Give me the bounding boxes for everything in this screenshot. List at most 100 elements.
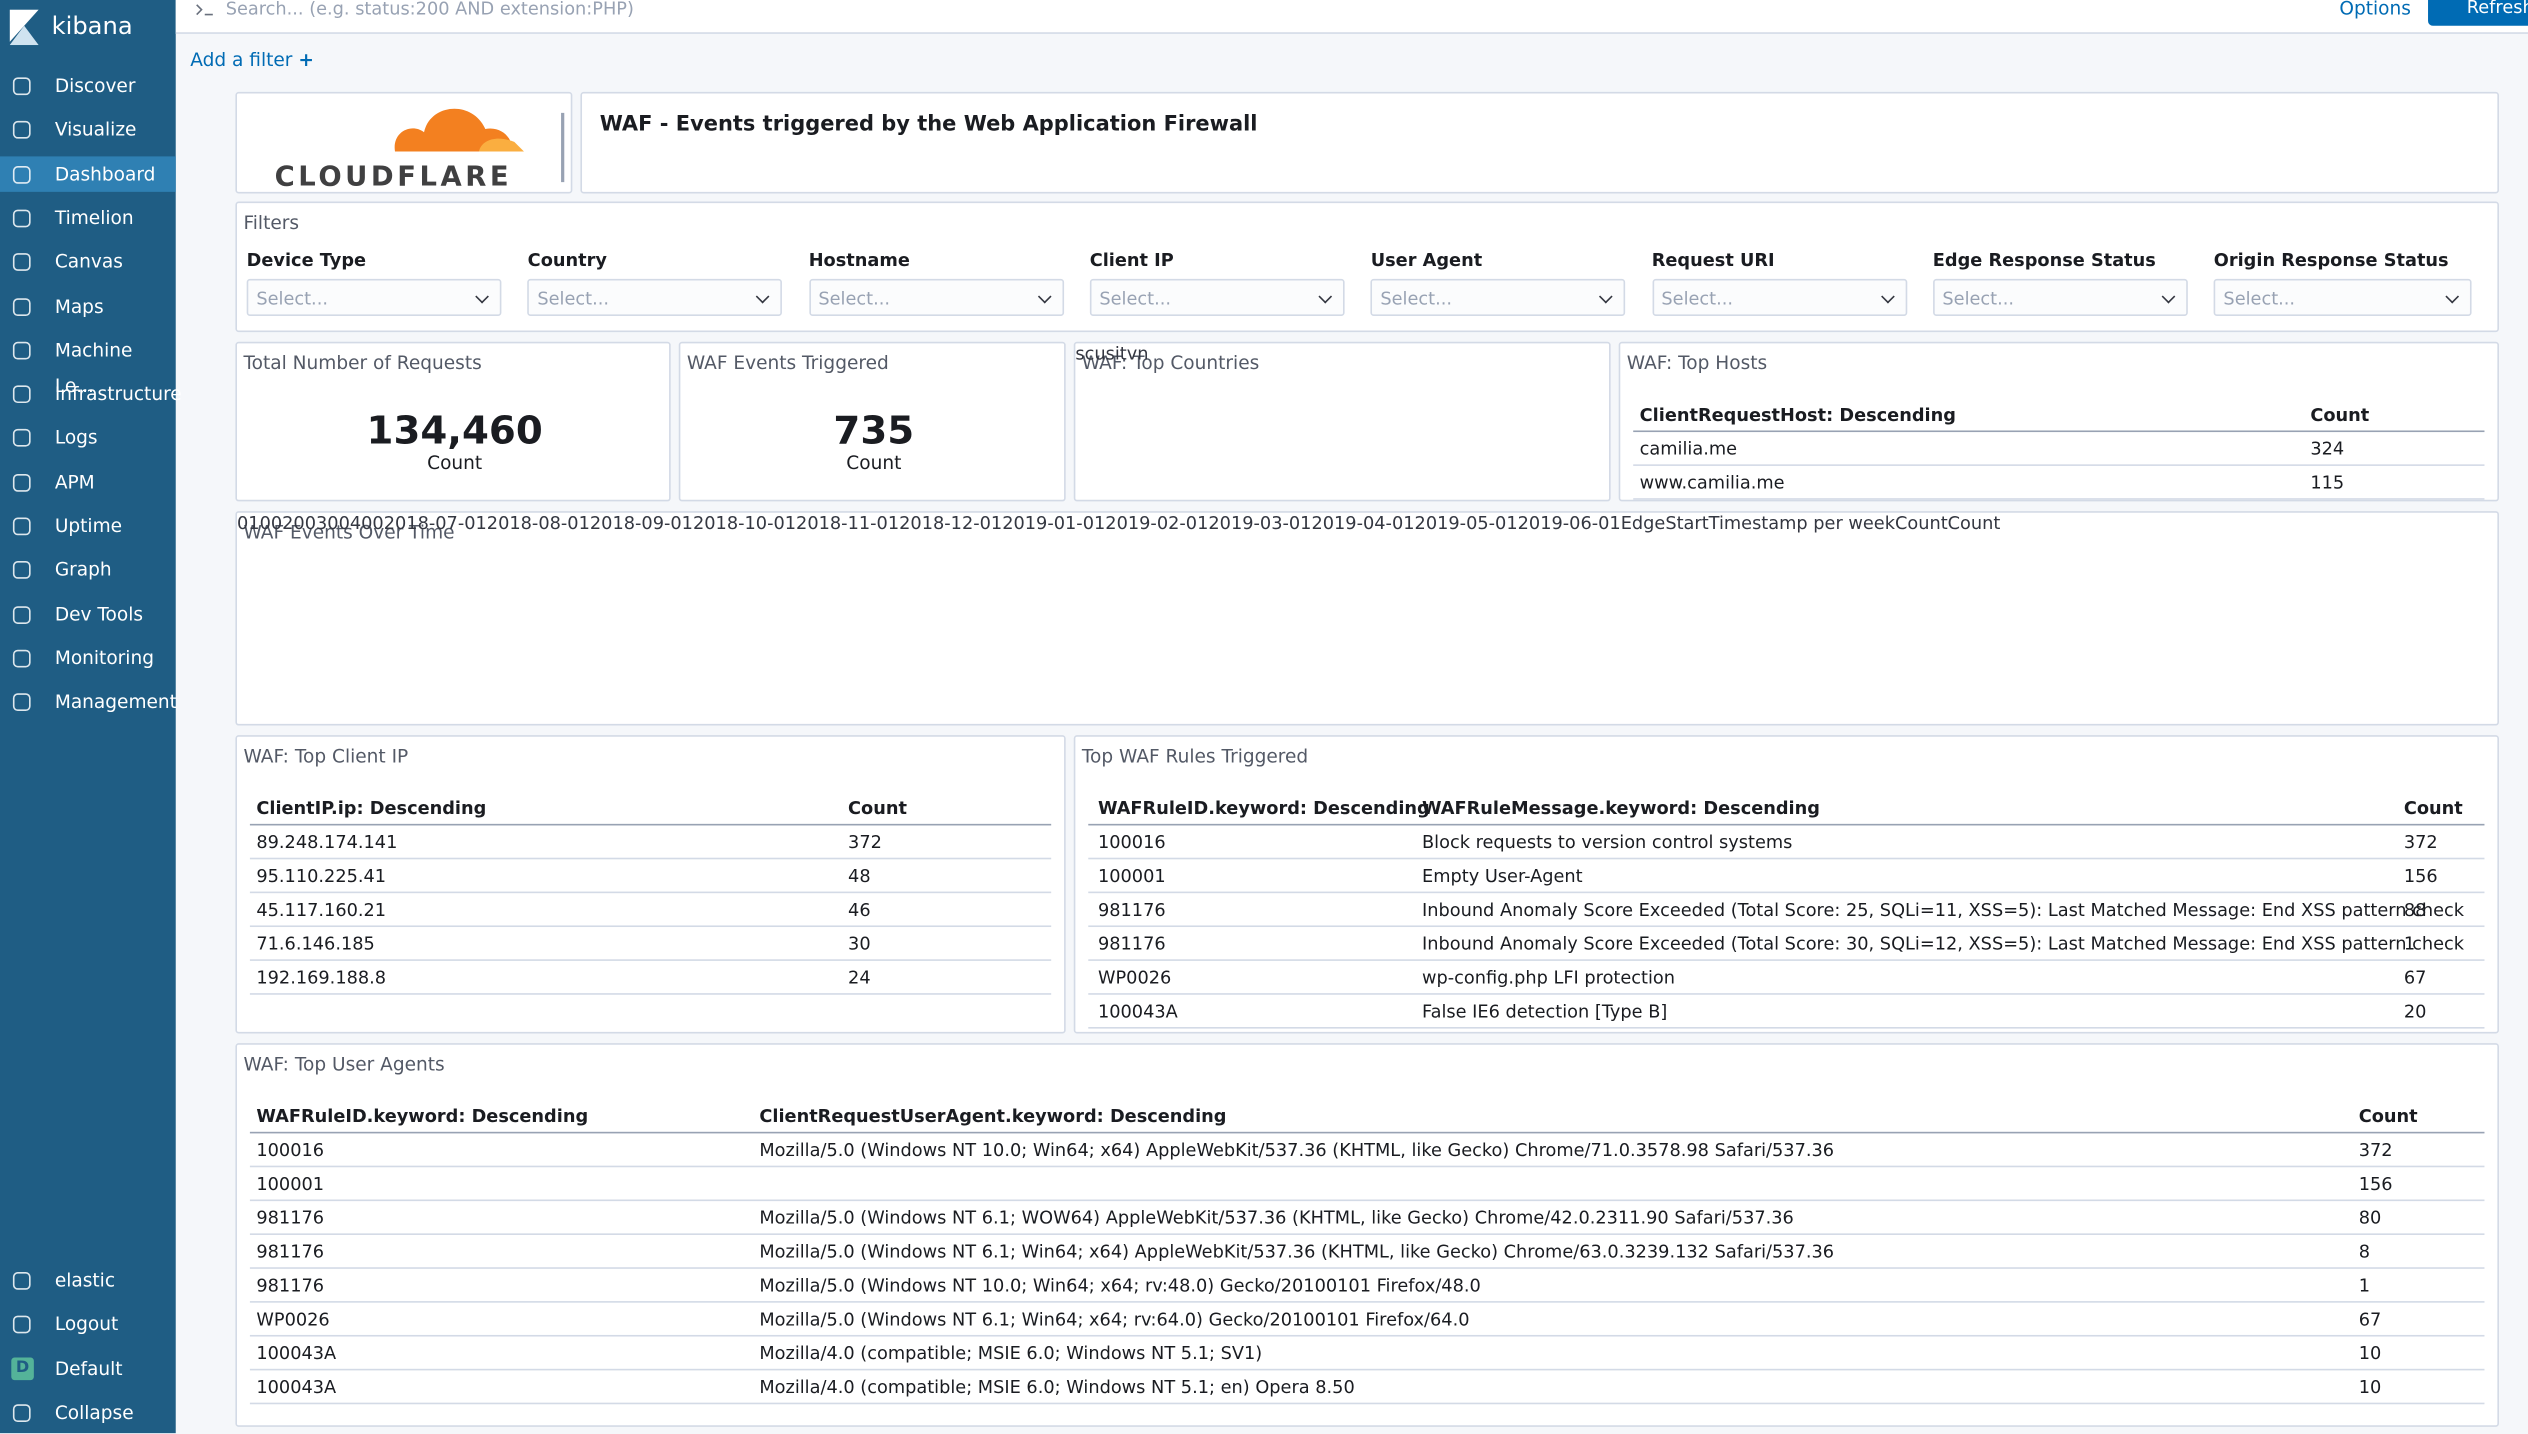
nav-item[interactable]: Logout bbox=[0, 1306, 176, 1341]
row-divider bbox=[250, 824, 1051, 826]
column-header[interactable]: Count bbox=[848, 798, 907, 819]
nav-label[interactable]: Visualize bbox=[55, 112, 137, 147]
table-cell: 24 bbox=[848, 967, 871, 988]
nav-label[interactable]: elastic bbox=[55, 1262, 115, 1297]
nav-item[interactable]: DDefault bbox=[0, 1350, 176, 1385]
row-divider bbox=[1633, 498, 2484, 500]
nav-label[interactable]: Monitoring bbox=[55, 640, 154, 675]
nav-label[interactable]: Maps bbox=[55, 288, 104, 323]
column-header[interactable]: Count bbox=[2310, 405, 2369, 426]
filter-select[interactable]: Select... bbox=[1933, 279, 2188, 316]
nav-icon bbox=[13, 341, 31, 359]
x-tick-label: 2018-12-01 bbox=[899, 513, 1002, 534]
row-divider bbox=[1088, 892, 2484, 894]
nav-item[interactable]: Collapse bbox=[0, 1394, 176, 1429]
nav-label[interactable]: Discover bbox=[55, 68, 136, 103]
filters-panel: Filters Device TypeSelect...CountrySelec… bbox=[235, 202, 2499, 333]
donut-chart: scusitvn bbox=[1075, 343, 1148, 364]
column-header[interactable]: Count bbox=[2359, 1106, 2418, 1127]
nav-label[interactable]: Timelion bbox=[55, 200, 134, 235]
nav-label[interactable]: Dashboard bbox=[55, 156, 156, 191]
filter-select[interactable]: Select... bbox=[2214, 279, 2472, 316]
row-divider bbox=[250, 1132, 2485, 1134]
row-divider bbox=[250, 993, 1051, 995]
metric-value: 735 bbox=[680, 408, 1065, 453]
nav-label[interactable]: Dev Tools bbox=[55, 596, 143, 631]
nav-item[interactable]: Discover bbox=[0, 68, 176, 103]
table-cell: Inbound Anomaly Score Exceeded (Total Sc… bbox=[1422, 933, 2464, 954]
row-divider bbox=[250, 1267, 2485, 1269]
nav-icon bbox=[13, 429, 31, 447]
y-tick-label: 0 bbox=[237, 513, 248, 534]
nav-label[interactable]: Logs bbox=[55, 420, 98, 455]
table-cell: 100001 bbox=[256, 1174, 324, 1195]
table-cell: WP0026 bbox=[256, 1309, 329, 1330]
nav-item[interactable]: Maps bbox=[0, 288, 176, 323]
table-cell: Mozilla/4.0 (compatible; MSIE 6.0; Windo… bbox=[759, 1343, 1262, 1364]
column-header[interactable]: WAFRuleID.keyword: Descending bbox=[256, 1106, 588, 1127]
add-filter-text[interactable]: Add a filter bbox=[190, 48, 292, 71]
nav-icon bbox=[13, 1272, 31, 1290]
nav-icon bbox=[13, 650, 31, 668]
nav-label[interactable]: Infrastructure bbox=[55, 376, 182, 411]
filter-select[interactable]: Select... bbox=[1371, 279, 1626, 316]
nav-label[interactable]: Default bbox=[55, 1350, 123, 1385]
nav-item[interactable]: Visualize bbox=[0, 112, 176, 147]
nav-item[interactable]: Dashboard bbox=[0, 156, 176, 191]
nav-item[interactable]: Machine Le... bbox=[0, 332, 176, 367]
column-header[interactable]: ClientRequestHost: Descending bbox=[1640, 405, 1956, 426]
nav-label[interactable]: APM bbox=[55, 464, 95, 499]
metric-value: 134,460 bbox=[237, 408, 671, 453]
table-cell: 981176 bbox=[1098, 933, 1166, 954]
table-cell: 100043A bbox=[256, 1377, 336, 1398]
filter-select[interactable]: Select... bbox=[1090, 279, 1345, 316]
options-button[interactable]: Options bbox=[2339, 0, 2411, 19]
nav-label[interactable]: Management bbox=[55, 684, 177, 719]
nav-item[interactable]: Timelion bbox=[0, 200, 176, 235]
nav-label[interactable]: Graph bbox=[55, 552, 112, 587]
nav-label[interactable]: Collapse bbox=[55, 1394, 134, 1429]
column-header[interactable]: WAFRuleMessage.keyword: Descending bbox=[1422, 798, 1820, 819]
column-header[interactable]: Count bbox=[2404, 798, 2463, 819]
nav-item[interactable]: Graph bbox=[0, 552, 176, 587]
filter-label: User Agent bbox=[1371, 250, 1482, 271]
filter-select[interactable]: Select... bbox=[809, 279, 1064, 316]
nav-item[interactable]: Monitoring bbox=[0, 640, 176, 675]
column-header[interactable]: ClientIP.ip: Descending bbox=[256, 798, 486, 819]
add-filter[interactable]: Add a filter + bbox=[190, 48, 314, 71]
x-tick-label: 2019-02-01 bbox=[1105, 513, 1208, 534]
nav-item[interactable]: Uptime bbox=[0, 508, 176, 543]
nav-label[interactable]: Logout bbox=[55, 1306, 118, 1341]
filter-select[interactable]: Select... bbox=[247, 279, 502, 316]
row-divider bbox=[1088, 858, 2484, 860]
filter-select[interactable]: Select... bbox=[528, 279, 783, 316]
nav-item[interactable]: Management bbox=[0, 684, 176, 719]
refresh-button[interactable]: Refresh bbox=[2428, 0, 2528, 26]
panel-title: WAF: Top Client IP bbox=[243, 745, 408, 768]
metric-panel: Total Number of Requests134,460Count bbox=[235, 342, 670, 502]
filter-label: Device Type bbox=[247, 250, 366, 271]
filter-label: Country bbox=[528, 250, 607, 271]
filter-select[interactable]: Select... bbox=[1652, 279, 1907, 316]
nav-item[interactable]: Infrastructure bbox=[0, 376, 176, 411]
nav-item[interactable]: elastic bbox=[0, 1262, 176, 1297]
row-divider bbox=[1088, 1027, 2484, 1029]
column-header[interactable]: ClientRequestUserAgent.keyword: Descendi… bbox=[759, 1106, 1226, 1127]
dashboard-title: WAF - Events triggered by the Web Applic… bbox=[600, 113, 1258, 137]
nav-item[interactable]: Logs bbox=[0, 420, 176, 455]
nav-icon bbox=[13, 385, 31, 403]
search-input[interactable]: Search... (e.g. status:200 AND extension… bbox=[226, 0, 634, 19]
column-header[interactable]: WAFRuleID.keyword: Descending bbox=[1098, 798, 1430, 819]
nav-icon bbox=[13, 209, 31, 227]
row-divider bbox=[1088, 824, 2484, 826]
nav-icon bbox=[13, 694, 31, 712]
nav-item[interactable]: Dev Tools bbox=[0, 596, 176, 631]
nav-label[interactable]: Uptime bbox=[55, 508, 122, 543]
table-cell: Mozilla/4.0 (compatible; MSIE 6.0; Windo… bbox=[759, 1377, 1354, 1398]
nav-item[interactable]: APM bbox=[0, 464, 176, 499]
nav-item[interactable]: Canvas bbox=[0, 244, 176, 279]
table-cell: Mozilla/5.0 (Windows NT 10.0; Win64; x64… bbox=[759, 1140, 1834, 1161]
table-cell: 80 bbox=[2359, 1208, 2382, 1229]
nav-label[interactable]: Canvas bbox=[55, 244, 123, 279]
